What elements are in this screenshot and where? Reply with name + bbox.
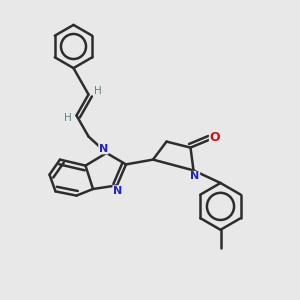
Text: O: O [209, 131, 220, 144]
Text: H: H [94, 86, 101, 97]
Text: H: H [64, 113, 71, 123]
Text: N: N [113, 186, 122, 196]
Text: N: N [190, 171, 200, 182]
Text: N: N [99, 144, 108, 154]
